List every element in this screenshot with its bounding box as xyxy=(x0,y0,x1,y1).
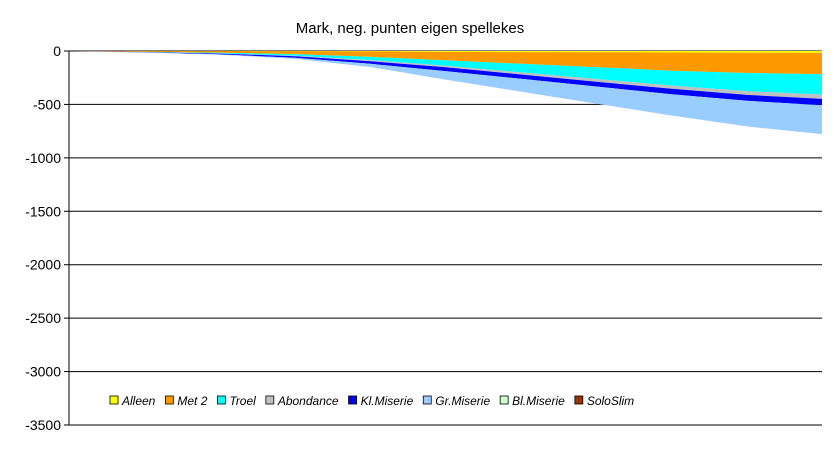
legend-item: Troel xyxy=(216,394,256,408)
legend-item: Bl.Miserie xyxy=(499,394,565,408)
legend-swatch xyxy=(109,395,119,405)
legend-label: Alleen xyxy=(121,394,156,408)
legend-label: SoloSlim xyxy=(587,394,634,408)
legend: Alleen Met 2 Troel Abondance Kl.Miserie Gr.Mi… xyxy=(109,394,634,408)
legend-label: Troel xyxy=(229,394,256,408)
legend-item: Met 2 xyxy=(164,394,208,408)
area-series-troel xyxy=(69,51,822,95)
legend-swatch xyxy=(574,395,584,405)
area-series-met-2 xyxy=(69,51,822,75)
y-tick-label: -3500 xyxy=(25,417,61,433)
legend-label: Gr.Miserie xyxy=(435,394,490,408)
grid-layer xyxy=(69,50,822,426)
axis-layer: 0 -500 -1000 -1500 -2000 -2500 -3000 -3500 xyxy=(25,43,70,433)
y-tick-label: -1500 xyxy=(25,203,61,219)
legend-label: Kl.Miserie xyxy=(361,394,414,408)
y-tick-label: -2000 xyxy=(25,257,61,273)
legend-swatch xyxy=(499,395,509,405)
area-series-kl-miserie xyxy=(69,51,822,106)
area-series-gr-miserie xyxy=(69,51,822,135)
legend-swatch xyxy=(422,395,432,405)
legend-item: Alleen xyxy=(109,394,156,408)
legend-swatch xyxy=(348,395,357,405)
legend-label: Bl.Miserie xyxy=(512,394,565,408)
legend-swatch xyxy=(164,395,174,405)
legend-swatch xyxy=(216,395,226,405)
y-tick-label: 0 xyxy=(53,43,61,59)
legend-swatch xyxy=(265,395,275,405)
y-tick-label: -2500 xyxy=(25,310,61,326)
legend-item: Abondance xyxy=(265,394,339,408)
legend-label: Abondance xyxy=(277,394,339,408)
legend-label: Met 2 xyxy=(177,394,207,408)
y-tick-label: -500 xyxy=(33,96,61,112)
area-series-abondance xyxy=(69,51,822,99)
chart-title: Mark, neg. punten eigen spellekes xyxy=(296,20,524,37)
area-layer xyxy=(69,51,822,135)
area-series-alleen xyxy=(69,51,822,53)
y-tick-label: -3000 xyxy=(25,364,61,380)
legend-item: Kl.Miserie xyxy=(348,394,414,408)
y-tick-label: -1000 xyxy=(25,150,61,166)
legend-item: Gr.Miserie xyxy=(422,394,490,408)
legend-item: SoloSlim xyxy=(574,394,634,408)
